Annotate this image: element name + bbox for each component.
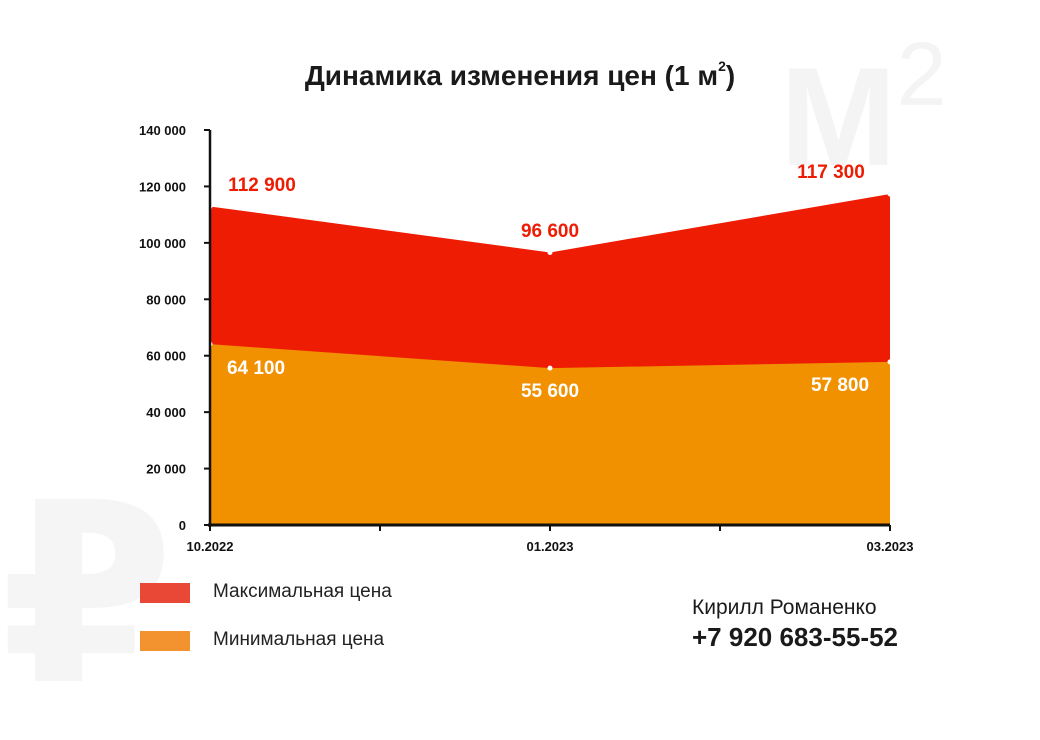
- y-tick-label-2: 40 000: [146, 405, 186, 420]
- area-min-price: [210, 344, 890, 525]
- chart-data-labels: 112 900 96 600 117 300 64 100 55 600 57 800: [227, 162, 869, 402]
- data-label-min-1: 55 600: [521, 381, 579, 402]
- area-chart: 0 20 000 40 000 60 000 80 000 100 000 120 000 1…: [139, 123, 914, 554]
- point-min-2: [887, 359, 893, 365]
- point-max-1: [547, 249, 553, 255]
- chart-areas: [207, 191, 893, 525]
- data-label-max-1: 96 600: [521, 221, 579, 242]
- x-tick-label-0: 10.2022: [187, 539, 234, 554]
- point-max-2: [887, 191, 893, 197]
- chart-axes: 0 20 000 40 000 60 000 80 000 100 000 120 000 1…: [139, 123, 914, 554]
- author-name: Кирилл Романенко: [692, 596, 877, 619]
- legend-swatch-min-price: [140, 631, 190, 651]
- y-tick-label-3: 60 000: [146, 349, 186, 364]
- data-label-max-2: 117 300: [797, 162, 865, 183]
- y-tick-label-4: 80 000: [146, 292, 186, 307]
- data-label-min-2: 57 800: [811, 375, 869, 396]
- background-m2-watermark: М2: [780, 25, 947, 195]
- y-tick-label-6: 120 000: [139, 179, 186, 194]
- point-min-1: [547, 365, 553, 371]
- data-label-max-0: 112 900: [228, 175, 296, 196]
- x-tick-label-1: 01.2023: [527, 539, 574, 554]
- y-tick-label-5: 100 000: [139, 236, 186, 251]
- y-tick-label-1: 20 000: [146, 462, 186, 477]
- legend-swatch-max-price: [140, 583, 190, 603]
- y-tick-label-0: 0: [179, 518, 186, 533]
- chart-title: Динамика изменения цен (1 м2): [304, 58, 736, 91]
- data-label-min-0: 64 100: [227, 358, 285, 379]
- author-phone: +7 920 683-55-52: [692, 622, 899, 652]
- legend-label-min-price: Минимальная цена: [213, 629, 385, 650]
- legend-label-max-price: Максимальная цена: [213, 581, 392, 602]
- y-tick-label-7: 140 000: [139, 123, 186, 138]
- x-tick-label-2: 03.2023: [867, 539, 914, 554]
